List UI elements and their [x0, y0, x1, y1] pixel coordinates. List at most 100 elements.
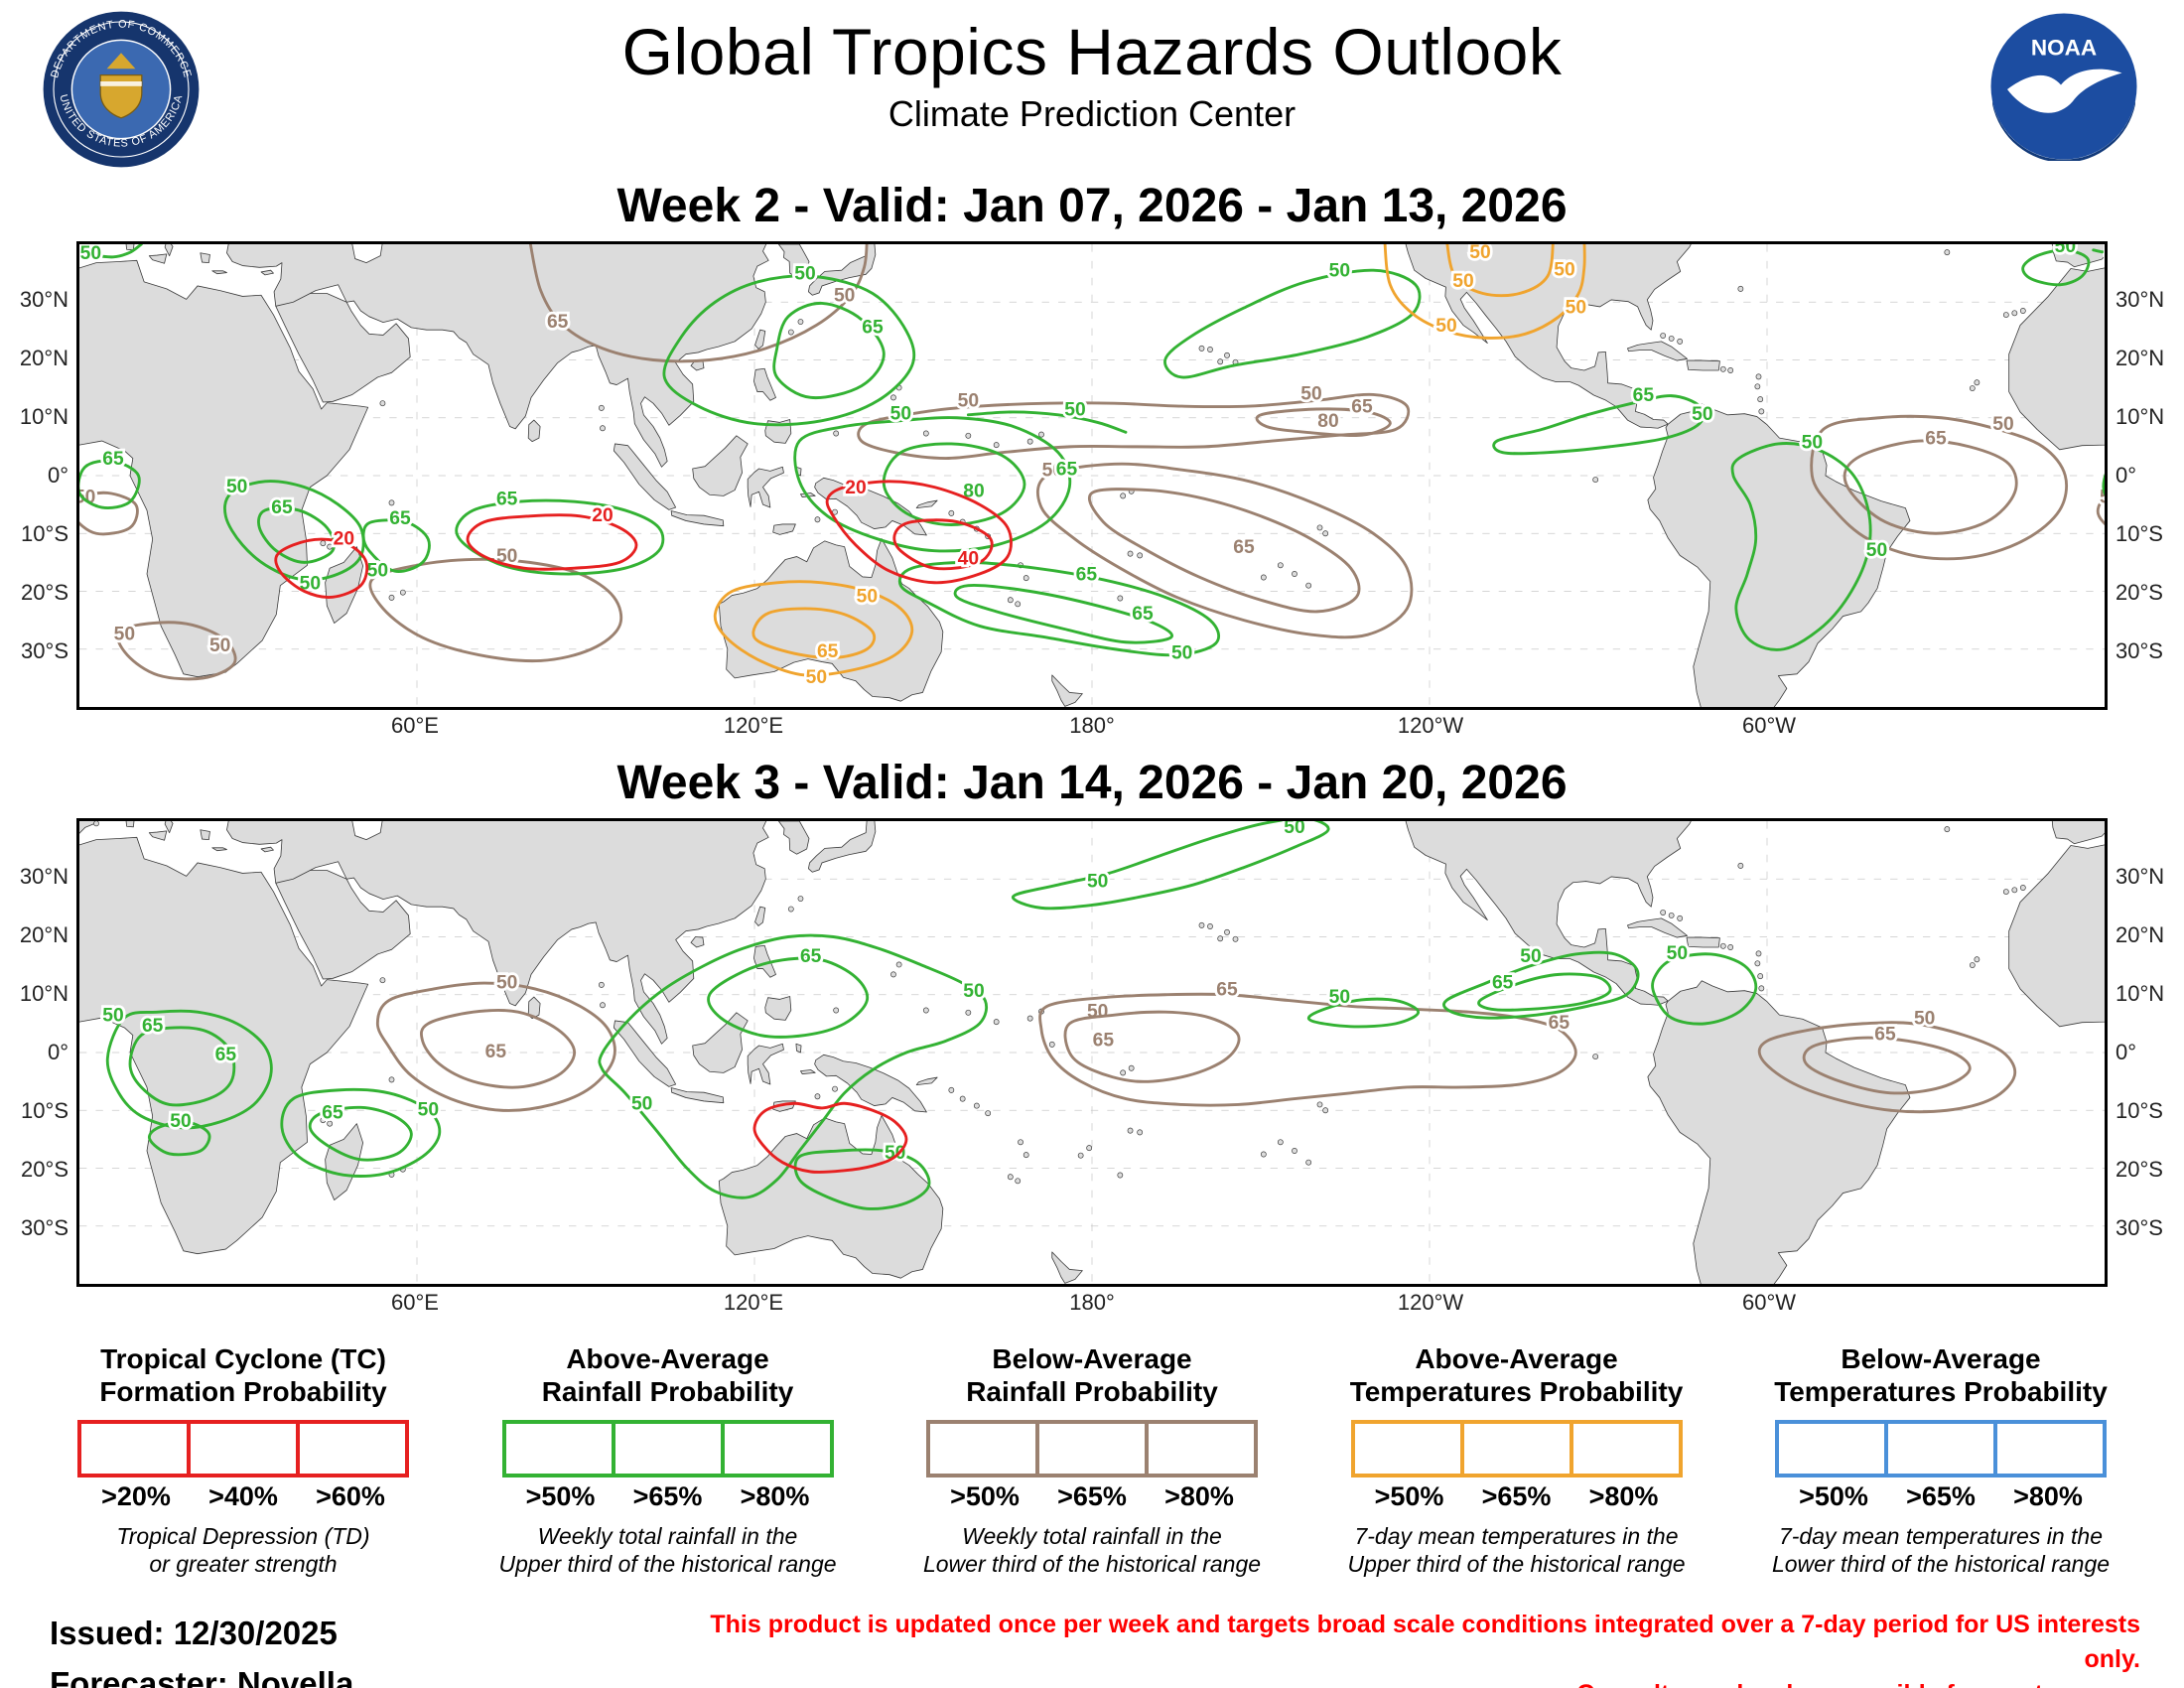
contour-brown [419, 1008, 577, 1089]
legend-threshold-label: >80% [1588, 1481, 1659, 1512]
contour-label: 50 [1171, 641, 1193, 663]
legend-threshold-label: >60% [316, 1481, 385, 1512]
legend-threshold-label: >65% [1481, 1481, 1552, 1512]
contour-brown [115, 621, 237, 681]
lat-tick-label: 20°S [21, 1157, 68, 1182]
contour-label: 20 [592, 504, 614, 526]
legend-threshold-label: >65% [632, 1481, 703, 1512]
contour-green [1492, 394, 1706, 456]
week3-heading: Week 3 - Valid: Jan 14, 2026 - Jan 20, 2… [616, 757, 1568, 809]
legend-threshold-label: >50% [1374, 1481, 1444, 1512]
contour-brown [2096, 496, 2105, 526]
disclaimer: This product is updated once per week an… [651, 1608, 2140, 1688]
contour-label: 65 [1549, 1012, 1570, 1034]
contour-label: 50 [1866, 539, 1888, 561]
contour-label: 50 [2100, 486, 2105, 507]
legend-cell [1145, 1420, 1258, 1478]
week2-map: 30°N20°N10°N0°10°S20°S30°S65506550655050… [15, 241, 2169, 740]
contour-green [105, 1009, 273, 1130]
contour-label: 50 [1992, 413, 2014, 435]
contour-green [257, 506, 336, 564]
lat-tick-label: 10°S [21, 521, 68, 546]
lon-tick-label: 180° [1069, 1290, 1115, 1315]
contour-label: 50 [1914, 1007, 1936, 1029]
legend-threshold-label: >80% [2013, 1481, 2083, 1512]
contour-green [147, 1120, 211, 1157]
lat-tick-label: 20°N [2116, 922, 2165, 947]
contour-label: 65 [1093, 1029, 1115, 1051]
page-title: Global Tropics Hazards Outlook [621, 15, 1563, 88]
legend-title: Below-Average Rainfall Probability [966, 1343, 1218, 1408]
legend-description: Weekly total rainfall in the Upper third … [498, 1523, 837, 1578]
lat-tick-label: 30°S [2116, 638, 2163, 663]
contour-label: 65 [862, 316, 884, 338]
contour-brown [1255, 407, 1392, 438]
legend-cell [187, 1420, 300, 1478]
contour-label: 65 [1874, 1024, 1896, 1046]
lat-tick-label: 10°S [2116, 1098, 2163, 1123]
contour-green [772, 301, 886, 400]
contour-green [308, 1105, 413, 1162]
noaa-logo-text: NOAA [2031, 36, 2097, 61]
lat-tick-label: 10°N [19, 981, 68, 1006]
contour-green [455, 498, 665, 576]
contour-green [79, 244, 143, 259]
lat-tick-label: 0° [47, 1040, 68, 1064]
contour-label: 50 [1802, 431, 1824, 453]
lat-tick-label: 30°S [21, 1215, 68, 1240]
legend-cell [1459, 1420, 1573, 1478]
lat-tick-label: 10°N [2116, 981, 2165, 1006]
lat-tick-label: 20°S [2116, 580, 2163, 605]
lat-tick-label: 20°N [19, 346, 68, 370]
contour-red [825, 480, 1013, 585]
lat-tick-label: 10°S [2116, 521, 2163, 546]
legend-swatch-row [1731, 1420, 2150, 1478]
lat-tick-label: 30°S [2116, 1215, 2163, 1240]
contour-orange [1445, 244, 1555, 298]
contour-brown [79, 491, 139, 536]
lat-tick-label: 20°N [2116, 346, 2165, 370]
contour-label: 65 [1132, 603, 1154, 625]
lat-tick-label: 10°N [19, 404, 68, 429]
contour-label: 65 [322, 1101, 343, 1123]
legend-cell [1993, 1420, 2107, 1478]
legend-swatch-row [883, 1420, 1301, 1478]
contour-label: 50 [806, 666, 828, 688]
footer: Issued: 12/30/2025 Forecaster: Novella T… [0, 1578, 2184, 1688]
contour-label: 65 [389, 507, 411, 529]
legend-cell [1775, 1420, 1888, 1478]
legend-group-tc: Tropical Cyclone (TC) Formation Probabili… [34, 1342, 453, 1578]
contour-green [966, 410, 1128, 434]
legend-thresholds: >50% >65% >80% [1731, 1481, 2150, 1512]
contour-label: 65 [547, 311, 569, 333]
lon-tick-label: 60°E [391, 1290, 439, 1315]
legend-description: 7-day mean temperatures in the Lower thir… [1771, 1523, 2111, 1578]
contour-green [1012, 821, 1330, 911]
contour-label: 50 [1042, 459, 1064, 481]
contour-orange [751, 607, 877, 659]
contour-label: 50 [1087, 870, 1109, 892]
legend-cell [611, 1420, 725, 1478]
contour-label: 65 [1633, 384, 1655, 406]
legend-threshold-label: >65% [1057, 1481, 1127, 1512]
lat-tick-label: 20°S [2116, 1157, 2163, 1182]
contour-label: 65 [485, 1041, 507, 1062]
legend-cell [296, 1420, 409, 1478]
legend-group-rain-below: Below-Average Rainfall Probability >50% >65… [883, 1342, 1301, 1578]
contour-label: 65 [1056, 458, 1078, 480]
legend-cell [1350, 1420, 1464, 1478]
lon-tick-label: 120°E [723, 1290, 784, 1315]
contour-label: 50 [80, 244, 102, 264]
lat-tick-label: 0° [2116, 1040, 2137, 1064]
seal-eagle-icon [106, 53, 136, 70]
contour-label: 65 [1216, 978, 1238, 1000]
lat-tick-label: 20°S [21, 580, 68, 605]
contour-green [1477, 972, 1612, 1012]
contour-label: 65 [817, 640, 839, 662]
week3-lat-axis-left: 30°N 20°N 10°N 0° 10°S 20°S 30°S [15, 818, 76, 1287]
contour-label: 80 [963, 480, 985, 501]
contour-label: 50 [114, 623, 136, 644]
legend-title: Below-Average Temperatures Probability [1774, 1343, 2108, 1408]
contour-green [707, 956, 870, 1039]
legend-threshold-label: >20% [101, 1481, 171, 1512]
